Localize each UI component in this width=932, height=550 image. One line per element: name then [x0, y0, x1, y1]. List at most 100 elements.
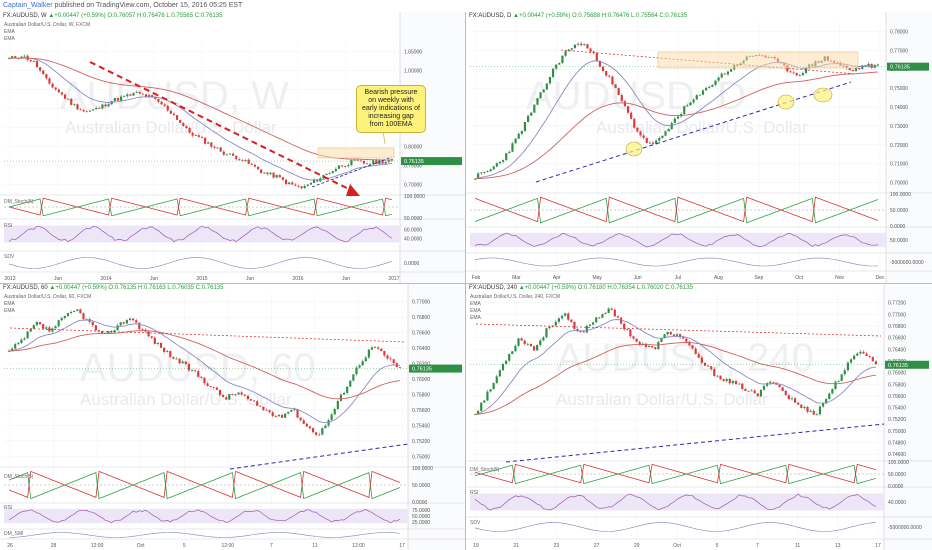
candle [377, 347, 380, 349]
candle [511, 351, 514, 354]
symbol-label: FX:AUDUSD [469, 285, 504, 291]
candle [750, 390, 753, 392]
candle [76, 104, 79, 110]
candle [557, 318, 560, 322]
x-tick-label: 29 [634, 543, 640, 549]
candle [299, 417, 302, 421]
chart-canvas[interactable]: 0.77000 0.76800 0.76600 0.76400 0.76200 0.760… [0, 284, 465, 550]
rsi-line [474, 232, 878, 248]
candle [147, 331, 150, 337]
candle [837, 380, 840, 382]
candle [803, 406, 806, 408]
annotation-callout[interactable]: Bearish pressure on weekly with early in… [356, 85, 426, 133]
x-tick-label: 2016 [292, 276, 303, 282]
chart-panel-daily[interactable]: AUDUSD, D Australian Dollar/U.S. Dollar … [466, 12, 932, 283]
candle [694, 348, 697, 355]
candle [48, 78, 51, 84]
candle [79, 109, 82, 111]
x-tick-label: Nov [835, 275, 844, 281]
candle [294, 184, 297, 186]
y-tick-label: 0.76200 [412, 362, 430, 368]
y-tick-label: 0.76000 [888, 371, 906, 377]
rsi-label: RSI [470, 490, 479, 496]
candle [119, 322, 122, 326]
sdv-line [8, 532, 400, 538]
candle [182, 122, 185, 126]
candle [60, 318, 63, 321]
candle [287, 411, 290, 414]
candle [695, 95, 698, 100]
candle [473, 414, 477, 416]
candle [601, 66, 605, 72]
candle [874, 361, 877, 365]
candle [861, 65, 864, 69]
candle [831, 388, 834, 394]
rsi-tick-label: 75.0000 [412, 508, 430, 514]
candle [849, 359, 853, 363]
candle [542, 89, 545, 93]
candle [554, 321, 557, 326]
candle [477, 173, 480, 179]
candle [517, 133, 520, 139]
candle [231, 394, 234, 395]
candle [297, 185, 300, 187]
chart-panel-4hour[interactable]: AUDUSD, 240 Australian Dollar/U.S. Dolla… [466, 284, 932, 550]
chart-canvas[interactable]: 0.780000.770000.760000.750000.740000.730… [466, 12, 932, 283]
candle [567, 49, 570, 52]
candle [862, 351, 865, 354]
candle [178, 358, 181, 364]
interval-label: 60 [41, 285, 48, 291]
candle [792, 72, 795, 74]
resistance-trendline [9, 327, 406, 343]
candle [523, 340, 526, 344]
candle [14, 344, 17, 349]
candle [498, 370, 501, 377]
candle [576, 328, 579, 332]
y-tick-label: 0.75800 [888, 382, 906, 388]
candle [728, 378, 731, 384]
candle [32, 61, 35, 62]
sdv-label: SDV [470, 520, 481, 526]
author-link[interactable]: Captain_Walker [3, 2, 53, 9]
candle [870, 63, 873, 68]
osc-tick-label: 100.0000 [888, 460, 909, 466]
chart-canvas[interactable]: 0.772000.770000.768000.766000.764000.762… [466, 284, 932, 550]
stoch-d-line [474, 463, 876, 484]
candle [588, 324, 592, 326]
candle [219, 147, 222, 152]
candle [632, 336, 635, 339]
candle [711, 84, 714, 87]
candle [194, 370, 197, 372]
candle [753, 390, 756, 394]
candle [592, 322, 595, 325]
y-tick-label: 0.75400 [412, 423, 430, 429]
y-tick-label: 0.75000 [404, 163, 422, 169]
candle [511, 143, 514, 152]
candle [238, 159, 241, 161]
candle [667, 129, 670, 132]
chart-panel-weekly[interactable]: AUDUSD, W Australian Dollar/U.S. Dollar … [0, 12, 465, 283]
candle [166, 351, 169, 352]
candle [336, 401, 339, 409]
candle [812, 410, 815, 415]
candle [85, 111, 88, 113]
y-tick-label: 0.70000 [890, 181, 908, 187]
pane-divider-horizontal[interactable] [0, 283, 932, 284]
candle [868, 355, 871, 357]
candle [821, 403, 825, 407]
candle [185, 125, 188, 128]
candle [734, 381, 738, 385]
candle [495, 376, 498, 384]
price-axis [400, 12, 465, 283]
ema-label: EMA [4, 301, 15, 307]
chart-canvas[interactable]: 1.050001.000000.950000.900000.850000.800… [0, 12, 465, 283]
candle [311, 428, 315, 433]
candle [514, 345, 517, 352]
candle [501, 363, 505, 371]
pane-divider-vertical[interactable] [465, 12, 466, 550]
chart-panel-hourly[interactable]: AUDUSD, 60 Australian Dollar/U.S. Dollar… [0, 284, 465, 550]
candle [598, 317, 601, 319]
candle [312, 179, 316, 183]
candle [676, 116, 680, 119]
x-tick-label: Jun [634, 275, 642, 281]
